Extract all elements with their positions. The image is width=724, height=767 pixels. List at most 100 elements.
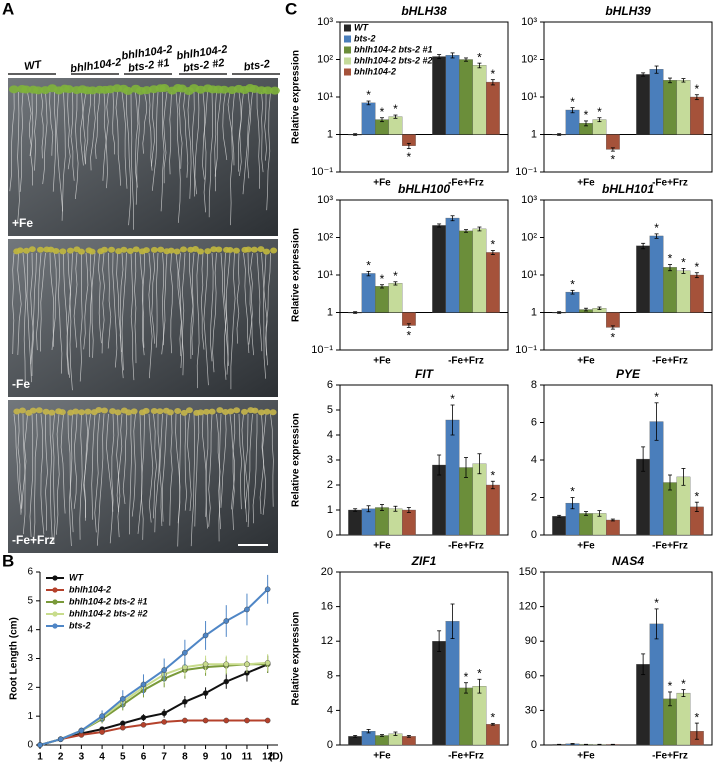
y-tick-label: 10² xyxy=(521,53,537,65)
root xyxy=(214,91,222,192)
legend-label: bts-2 xyxy=(354,33,376,43)
seedling xyxy=(109,408,117,415)
seedling xyxy=(100,407,108,414)
seedling xyxy=(216,407,224,414)
root xyxy=(101,252,105,354)
seedling xyxy=(132,246,140,253)
y-axis-label: Root Length (cm) xyxy=(9,617,20,700)
seedling xyxy=(257,409,265,416)
legend-label: bhlh104-2 xyxy=(354,66,396,76)
seedling xyxy=(159,84,170,93)
root xyxy=(49,252,55,347)
y-tick-label: 10⁻¹ xyxy=(311,344,333,356)
root xyxy=(151,252,156,344)
legend-marker xyxy=(52,587,58,593)
root xyxy=(66,252,72,378)
legend-swatch xyxy=(344,57,351,65)
root xyxy=(85,92,91,164)
root xyxy=(178,252,184,376)
x-tick-label: +Fe xyxy=(373,541,391,552)
x-tick-label: -Fe+Frz xyxy=(448,541,484,552)
root xyxy=(130,252,135,381)
root xyxy=(58,252,63,374)
root xyxy=(142,91,147,154)
root xyxy=(175,91,181,223)
seedling xyxy=(100,246,108,253)
seedling xyxy=(262,86,273,95)
significance-mark: * xyxy=(695,489,700,503)
y-tick-label: 10² xyxy=(317,231,333,243)
significance-mark: * xyxy=(570,278,575,292)
seedling xyxy=(269,86,280,95)
seedling xyxy=(78,409,86,416)
bar xyxy=(649,235,664,313)
root xyxy=(115,91,121,186)
data-point xyxy=(161,710,167,717)
root xyxy=(187,91,192,199)
seedling xyxy=(18,407,26,414)
y-tick-label: 20 xyxy=(321,566,333,578)
y-tick-label: 2 xyxy=(327,479,333,491)
root xyxy=(200,252,205,350)
chart-title: ZIF1 xyxy=(411,554,437,568)
root xyxy=(247,252,254,356)
root xyxy=(238,91,244,172)
legend-marker xyxy=(52,623,58,629)
significance-mark: * xyxy=(681,256,686,270)
root xyxy=(148,252,153,379)
data-point xyxy=(140,722,147,728)
root xyxy=(175,252,182,357)
root xyxy=(40,413,45,535)
significance-mark: * xyxy=(654,221,659,235)
bar xyxy=(472,65,487,135)
bar xyxy=(636,245,650,313)
bar xyxy=(579,513,593,536)
seedling xyxy=(157,246,165,253)
bar xyxy=(459,230,473,313)
root xyxy=(49,91,54,156)
root xyxy=(49,413,53,539)
y-tick-label: 30 xyxy=(525,704,537,716)
seedling xyxy=(120,246,128,253)
root xyxy=(177,414,181,547)
data-point xyxy=(223,717,230,724)
x-tick-label: 8 xyxy=(182,752,188,763)
data-point xyxy=(202,661,209,668)
x-axis-label: (D) xyxy=(269,752,283,763)
y-tick-label: 90 xyxy=(525,635,537,647)
root xyxy=(94,413,100,533)
condition-label: -Fe+Frz xyxy=(12,533,55,547)
seedling xyxy=(87,86,98,95)
root xyxy=(194,413,200,527)
root xyxy=(261,91,264,173)
bar xyxy=(486,724,500,746)
y-tick-label: 8 xyxy=(531,379,537,391)
seedling xyxy=(167,247,175,254)
legend-marker xyxy=(52,599,58,605)
root xyxy=(98,252,102,344)
seedling xyxy=(250,246,258,253)
root xyxy=(142,252,145,356)
root xyxy=(252,414,258,524)
root xyxy=(230,91,235,226)
root xyxy=(68,413,73,547)
root xyxy=(210,252,214,362)
chart-title: PYE xyxy=(616,367,641,381)
root xyxy=(81,91,86,165)
root xyxy=(222,91,228,161)
condition-label: -Fe xyxy=(12,377,30,391)
significance-mark: * xyxy=(570,95,575,109)
seedling xyxy=(130,408,138,415)
root xyxy=(241,413,247,509)
seedling xyxy=(88,248,96,255)
root xyxy=(112,252,118,368)
seedling xyxy=(219,85,230,94)
root xyxy=(236,252,240,344)
y-tick-label: 0 xyxy=(27,740,33,751)
root xyxy=(214,91,217,177)
seedling xyxy=(251,407,259,414)
root xyxy=(80,91,87,166)
root xyxy=(40,91,44,159)
series-line xyxy=(39,719,268,746)
root xyxy=(170,252,173,354)
